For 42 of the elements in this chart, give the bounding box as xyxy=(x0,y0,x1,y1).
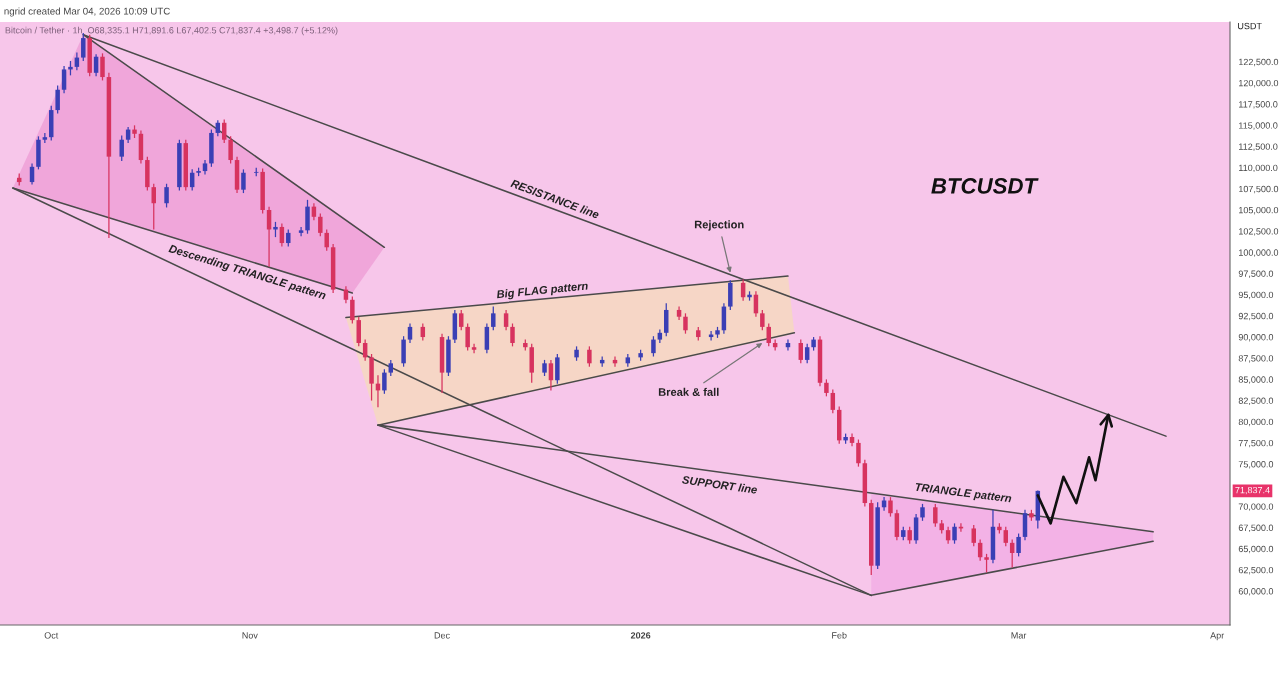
y-tick-label: 62,500.0 xyxy=(1238,566,1274,575)
y-tick-label: 112,500.0 xyxy=(1239,143,1278,151)
y-tick-label: 122,500.0 xyxy=(1239,58,1279,67)
y-tick-label: 80,000.0 xyxy=(1238,418,1274,427)
y-axis-title: USDT xyxy=(1238,22,1262,30)
x-tick-label: Dec xyxy=(434,632,450,639)
x-tick-label: Feb xyxy=(832,631,847,639)
y-tick-label: 92,500.0 xyxy=(1238,312,1274,321)
y-tick-label: 82,500.0 xyxy=(1238,397,1274,405)
x-tick-label: Mar xyxy=(1011,632,1027,639)
text: BTCUSDT xyxy=(931,178,1039,194)
y-tick-label: 60,000.0 xyxy=(1238,588,1274,596)
annotation: Break & fall xyxy=(658,387,719,396)
y-tick-label: 120,000.0 xyxy=(1239,79,1279,88)
x-tick-label: 2026 xyxy=(630,632,651,639)
y-tick-label: 100,000.0 xyxy=(1239,249,1279,257)
y-tick-label: 67,500.0 xyxy=(1238,524,1274,533)
y-tick-label: 117,500.0 xyxy=(1239,101,1278,109)
y-tick-label: 97,500.0 xyxy=(1238,270,1274,278)
y-tick-label: 90,000.0 xyxy=(1238,334,1274,342)
text: ngrid created Mar 04, 2026 10:09 UTC xyxy=(4,7,170,17)
y-tick-label: 77,500.0 xyxy=(1238,439,1274,448)
y-tick-label: 87,500.0 xyxy=(1238,355,1274,363)
x-tick-label: Apr xyxy=(1210,632,1225,641)
x-tick-label: Nov xyxy=(242,632,258,639)
y-tick-label: 115,000.0 xyxy=(1239,122,1278,130)
annotation: Rejection xyxy=(694,220,744,231)
y-tick-label: 75,000.0 xyxy=(1238,461,1274,469)
annotation: Big FLAG pattern xyxy=(496,281,589,301)
y-tick-label: 70,000.0 xyxy=(1238,503,1274,511)
y-tick-label: 105,000.0 xyxy=(1239,206,1279,215)
y-tick-label: 95,000.0 xyxy=(1238,291,1274,300)
x-tick-label: Oct xyxy=(44,632,59,639)
text: 71,837.4 xyxy=(1235,486,1270,495)
y-tick-label: 110,000.0 xyxy=(1239,164,1278,173)
annotation: TRIANGLE pattern xyxy=(914,482,1012,505)
chart-subtitle: Bitcoin / Tether · 1h O68,335.1 H71,891.6 L67,402.5 C71,837.4 +3,498.7 (+5.12%) xyxy=(5,26,338,36)
y-tick-label: 107,500.0 xyxy=(1239,185,1279,194)
y-tick-label: 65,000.0 xyxy=(1238,545,1274,554)
y-tick-label: 85,000.0 xyxy=(1238,376,1274,384)
annotation: SUPPORT line xyxy=(681,475,758,494)
y-tick-label: 102,500.0 xyxy=(1239,228,1279,236)
